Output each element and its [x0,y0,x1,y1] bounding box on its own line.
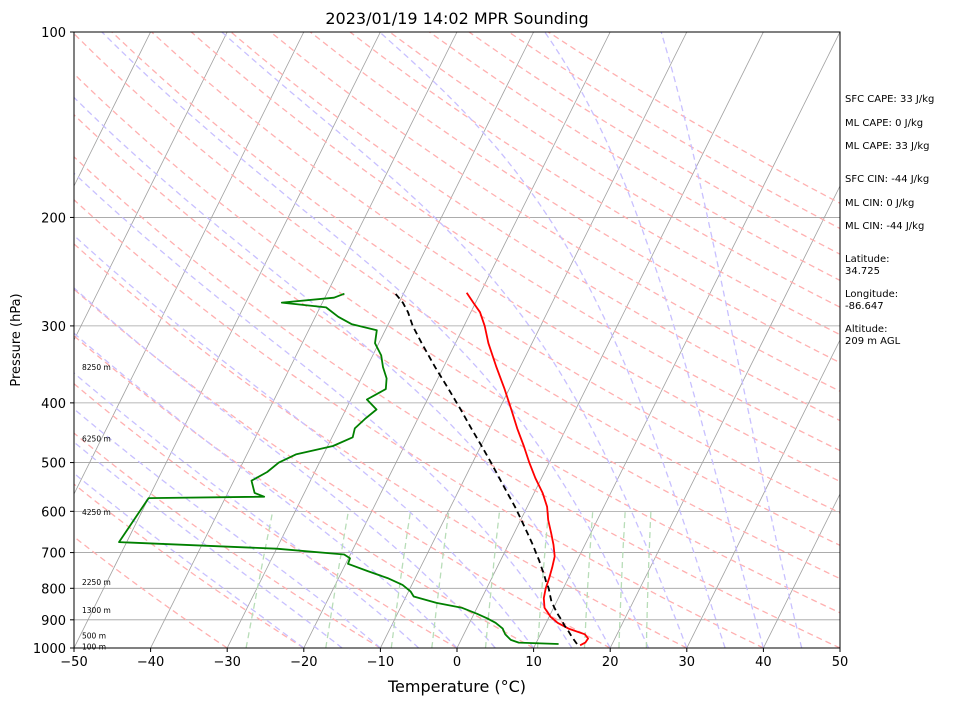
isotherm-line [609,185,840,648]
y-tick-label: 700 [41,547,66,562]
moist-adiabat-line [74,234,535,648]
moist-adiabat-line [74,287,496,648]
ml-cape-text-1: ML CAPE: 0 J/kg [845,118,924,129]
altitude-text: Altitude: 209 m AGL [845,324,901,347]
dry-adiabat-line [74,113,840,614]
dry-adiabat-line [74,72,840,580]
ml-cape-text-2: ML CAPE: 33 J/kg [845,141,930,152]
x-tick-label: 50 [832,655,849,670]
background-lines [74,32,840,648]
dry-adiabat-line [190,32,840,452]
dry-adiabat-line [74,155,840,648]
height-labels: 8250 m 6250 m 4250 m 2250 m 1300 m 500 m 100 m [82,363,111,651]
dry-adiabat-line [74,243,688,648]
y-tick-label: 1000 [33,642,66,657]
height-label: 100 m [82,642,106,651]
isotherm-line [74,32,305,495]
dry-adiabat-line [74,335,534,648]
dewpoint-profile [118,292,559,645]
isotherm-line [456,32,764,648]
dry-adiabat-line [74,535,228,648]
x-tick-label: 0 [453,655,461,670]
y-tick-label: 500 [41,457,66,472]
longitude-text: Longitude: -86.647 [845,289,899,312]
y-tick-label: 900 [41,614,66,629]
isotherm-line [74,32,151,187]
dry-adiabat-line [74,432,381,648]
moist-adiabat-line [101,32,650,648]
axes: −50 −40 −30 −20 −10 0 10 20 30 40 50 100 200 300 400 50… [33,26,848,670]
moist-adiabat-line [544,32,765,648]
moist-adiabat-line [74,408,381,648]
moist-adiabat-line [74,441,343,648]
isotherm-line [686,339,840,648]
x-tick-label: 30 [679,655,696,670]
sfc-cape-text: SFC CAPE: 33 J/kg [845,94,935,105]
dry-adiabat-line [74,288,611,648]
mixing-ratio-line [245,511,274,648]
mixing-ratio-line [431,511,450,648]
latitude-text: Latitude: 34.725 [845,254,890,277]
isotherm-line [303,32,611,648]
moist-adiabat-line [74,172,573,648]
x-tick-label: 10 [525,655,542,670]
isotherm-line [74,32,228,341]
mixing-ratio-line [536,511,550,648]
dry-adiabat-line [74,32,840,547]
isotherm-line [763,493,840,648]
temperature-profile [465,292,589,647]
x-tick-label: −10 [367,655,394,670]
x-tick-label: 20 [602,655,619,670]
sfc-cin-text: SFC CIN: -44 J/kg [845,174,930,185]
x-tick-label: −50 [60,655,87,670]
y-tick-label: 800 [41,582,66,597]
dry-adiabat-line [389,32,840,308]
y-tick-label: 100 [41,26,66,41]
height-label: 8250 m [82,363,111,372]
isotherm-line [150,32,458,648]
moist-adiabat-line [660,32,803,648]
x-tick-label: −20 [290,655,317,670]
x-tick-label: −40 [137,655,164,670]
ml-cin-text-2: ML CIN: -44 J/kg [845,221,925,232]
moist-adiabat-line [74,332,458,648]
moist-adiabat-line [74,96,611,648]
sounding-profiles [118,292,589,647]
isotherm-line [380,32,688,648]
y-tick-label: 200 [41,211,66,226]
dry-adiabat-line [74,382,458,648]
moist-adiabat-line [221,32,688,648]
mixing-ratio-line [618,511,626,648]
isotherm-line [226,32,534,648]
height-label: 4250 m [82,508,111,517]
height-label: 1300 m [82,606,111,615]
parcel-profile [394,292,578,645]
height-label: 500 m [82,631,106,640]
x-axis-label: Temperature (°C) [387,677,526,696]
mixing-ratio-line [645,511,652,648]
height-label: 6250 m [82,435,111,444]
dry-adiabat-line [230,32,840,422]
dry-adiabat-line [349,32,840,336]
mixing-ratio-line [390,511,412,648]
ml-cin-text-1: ML CIN: 0 J/kg [845,198,915,209]
mixing-ratio-line [325,511,350,648]
chart-title: 2023/01/19 14:02 MPR Sounding [325,9,588,28]
y-tick-label: 400 [41,397,66,412]
moist-adiabat-line [379,32,726,648]
x-tick-label: 40 [755,655,772,670]
dry-adiabat-line [111,32,840,514]
y-tick-label: 600 [41,505,66,520]
y-tick-label: 300 [41,320,66,335]
isotherm-line [74,32,381,648]
isotherm-line [533,32,840,648]
moist-adiabat-line [74,472,305,648]
y-axis-label: Pressure (hPa) [9,293,24,386]
x-tick-label: −30 [213,655,240,670]
height-label: 2250 m [82,578,111,587]
